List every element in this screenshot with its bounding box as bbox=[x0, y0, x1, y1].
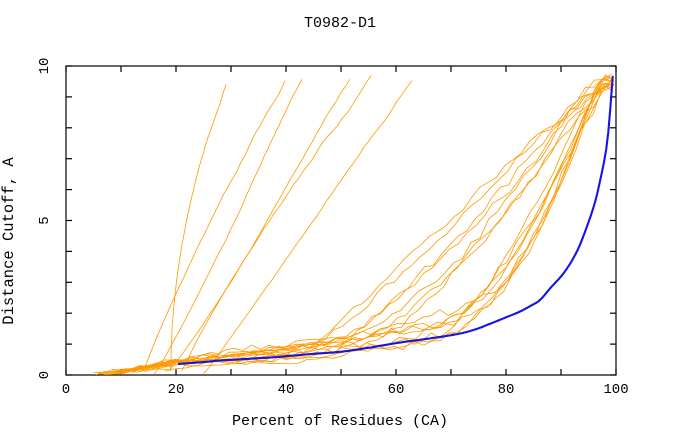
svg-text:5: 5 bbox=[37, 216, 53, 224]
svg-text:20: 20 bbox=[168, 382, 185, 398]
svg-text:100: 100 bbox=[603, 382, 628, 398]
svg-text:80: 80 bbox=[498, 382, 515, 398]
svg-text:60: 60 bbox=[388, 382, 405, 398]
svg-text:0: 0 bbox=[62, 382, 70, 398]
svg-text:0: 0 bbox=[37, 371, 53, 379]
svg-text:40: 40 bbox=[278, 382, 295, 398]
svg-text:10: 10 bbox=[37, 58, 53, 75]
